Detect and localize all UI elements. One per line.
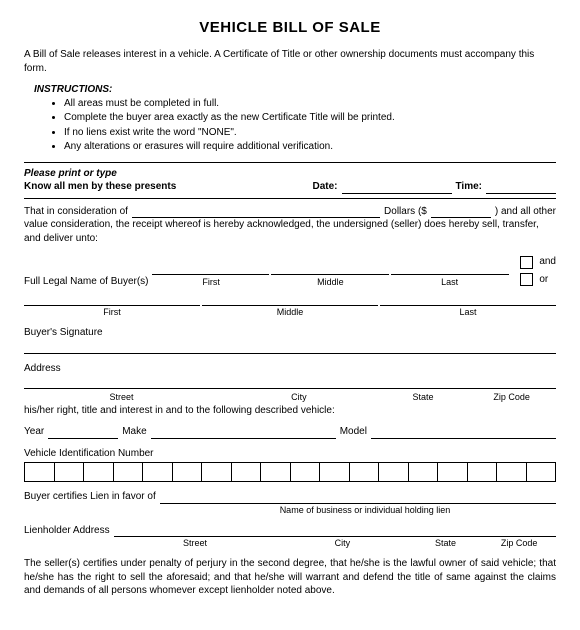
make-input[interactable] <box>151 427 336 439</box>
vin-cell[interactable] <box>437 462 467 482</box>
vin-cell[interactable] <box>408 462 438 482</box>
vin-cell[interactable] <box>201 462 231 482</box>
address-input[interactable] <box>24 375 556 389</box>
lienholder-address-input[interactable] <box>114 525 556 537</box>
time-input[interactable] <box>486 182 556 194</box>
consideration-text-d: value consideration, the receipt whereof… <box>24 218 556 245</box>
vin-cell[interactable] <box>113 462 143 482</box>
and-label: and <box>539 255 556 269</box>
consideration-text-a: That in consideration of <box>24 205 128 219</box>
footer-certification: The seller(s) certifies under penalty of… <box>24 557 556 598</box>
vin-section: Vehicle Identification Number <box>24 447 556 483</box>
vin-cell[interactable] <box>142 462 172 482</box>
last-label-2: Last <box>380 306 556 318</box>
buyer-signature-input[interactable] <box>24 340 556 354</box>
consideration-amount-words[interactable] <box>132 206 380 218</box>
vin-grid[interactable] <box>24 462 556 482</box>
instruction-item: All areas must be completed in full. <box>64 97 556 111</box>
please-print-label: Please print or type <box>24 167 556 181</box>
middle-label: Middle <box>271 276 390 288</box>
buyer-middle-input[interactable] <box>271 261 389 275</box>
intro-text: A Bill of Sale releases interest in a ve… <box>24 48 556 75</box>
last-label: Last <box>390 276 509 288</box>
date-time-bar: Please print or type Know all men by the… <box>24 162 556 199</box>
zip-label: Zip Code <box>467 391 556 403</box>
vin-cell[interactable] <box>83 462 113 482</box>
vehicle-ymm-row: Year Make Model <box>24 425 556 439</box>
vin-cell[interactable] <box>24 462 54 482</box>
model-input[interactable] <box>371 427 556 439</box>
vin-cell[interactable] <box>319 462 349 482</box>
state-label: State <box>379 391 468 403</box>
buyer-signature-label: Buyer's Signature <box>24 326 556 340</box>
first-label-2: First <box>24 306 200 318</box>
vin-cell[interactable] <box>54 462 84 482</box>
lien-state-label: State <box>409 537 483 549</box>
vin-cell[interactable] <box>378 462 408 482</box>
date-label: Date: <box>312 180 337 194</box>
vin-cell[interactable] <box>260 462 290 482</box>
year-label: Year <box>24 425 44 439</box>
consideration-amount-dollars[interactable] <box>431 206 491 218</box>
lien-zip-label: Zip Code <box>482 537 556 549</box>
street-label: Street <box>24 391 219 403</box>
vin-label: Vehicle Identification Number <box>24 447 556 461</box>
know-all-label: Know all men by these presents <box>24 180 176 194</box>
city-label: City <box>219 391 379 403</box>
lien-input[interactable] <box>160 492 556 504</box>
lien-label: Buyer certifies Lien in favor of <box>24 490 156 504</box>
address-label: Address <box>24 362 556 376</box>
time-label: Time: <box>456 180 483 194</box>
and-checkbox[interactable] <box>520 256 533 269</box>
buyer-signature-section: Buyer's Signature <box>24 326 556 354</box>
consideration-text-c: ) and all other <box>495 205 556 219</box>
lien-section: Buyer certifies Lien in favor of Name of… <box>24 490 556 516</box>
instruction-item: Any alterations or erasures will require… <box>64 140 556 154</box>
year-input[interactable] <box>48 427 118 439</box>
first-label: First <box>152 276 271 288</box>
instructions-list: All areas must be completed in full. Com… <box>64 97 556 154</box>
vin-cell[interactable] <box>526 462 557 482</box>
vin-cell[interactable] <box>496 462 526 482</box>
right-title-text: his/her right, title and interest in and… <box>24 404 556 418</box>
lien-street-label: Street <box>114 537 276 549</box>
vin-cell[interactable] <box>349 462 379 482</box>
vin-cell[interactable] <box>467 462 497 482</box>
make-label: Make <box>122 425 146 439</box>
instruction-item: If no liens exist write the word "NONE". <box>64 126 556 140</box>
vin-cell[interactable] <box>231 462 261 482</box>
buyer2-middle-input[interactable] <box>202 294 378 306</box>
consideration-block: That in consideration of Dollars ($ ) an… <box>24 205 556 246</box>
buyer-name-section: Full Legal Name of Buyer(s) First Middle… <box>24 255 556 318</box>
consideration-text-b: Dollars ($ <box>384 205 427 219</box>
lien-sublabel: Name of business or individual holding l… <box>174 504 556 516</box>
instructions-header: INSTRUCTIONS: <box>34 83 556 97</box>
vin-cell[interactable] <box>290 462 320 482</box>
buyer-last-input[interactable] <box>391 261 509 275</box>
buyer2-last-input[interactable] <box>380 294 556 306</box>
or-checkbox[interactable] <box>520 273 533 286</box>
address-section: Address Street City State Zip Code his/h… <box>24 362 556 417</box>
model-label: Model <box>340 425 367 439</box>
lien-city-label: City <box>276 537 409 549</box>
instruction-item: Complete the buyer area exactly as the n… <box>64 111 556 125</box>
middle-label-2: Middle <box>202 306 378 318</box>
lienholder-address-section: Lienholder Address Street City State Zip… <box>24 524 556 550</box>
or-label: or <box>539 273 548 287</box>
lienholder-address-label: Lienholder Address <box>24 524 110 538</box>
buyer-name-label: Full Legal Name of Buyer(s) <box>24 275 149 289</box>
buyer2-first-input[interactable] <box>24 294 200 306</box>
buyer-first-input[interactable] <box>152 261 270 275</box>
vin-cell[interactable] <box>172 462 202 482</box>
page-title: VEHICLE BILL OF SALE <box>24 18 556 38</box>
date-input[interactable] <box>342 182 452 194</box>
